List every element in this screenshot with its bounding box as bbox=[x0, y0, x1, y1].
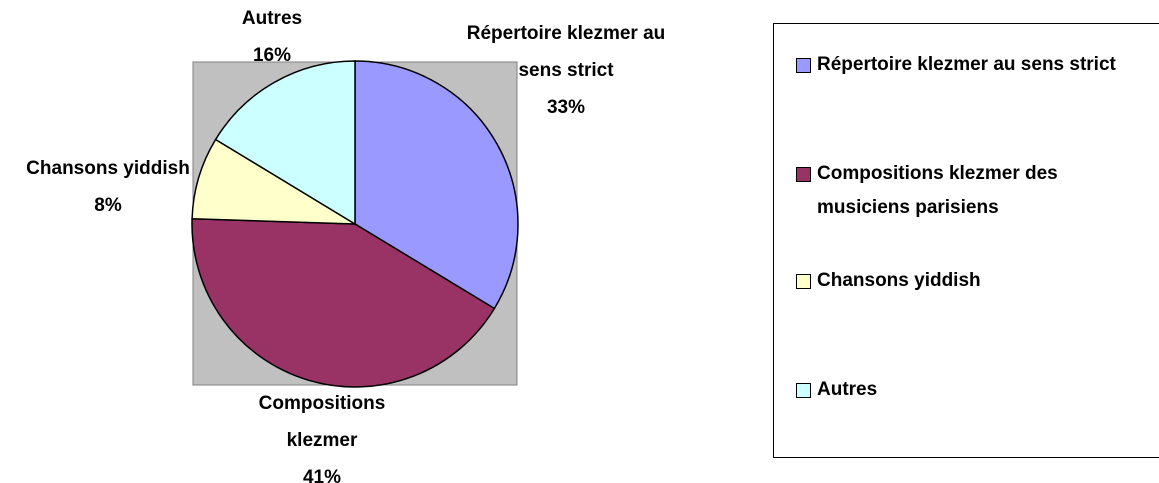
legend-label: Répertoire klezmer au sens strict bbox=[817, 54, 1116, 75]
data-label-name: Chansons yiddish bbox=[26, 158, 190, 179]
data-label-name: Compositions klezmer bbox=[258, 393, 386, 451]
legend-swatch bbox=[796, 58, 811, 73]
data-label-name: Répertoire klezmer au sens strict bbox=[466, 23, 666, 81]
data-label: Chansons yiddish 8% bbox=[0, 150, 216, 224]
data-label: Répertoire klezmer au sens strict 33% bbox=[466, 15, 666, 126]
pie-slice bbox=[354, 60, 519, 310]
data-label-value: 41% bbox=[302, 467, 342, 483]
data-label-name: Autres bbox=[241, 8, 303, 29]
pie-slice bbox=[214, 60, 356, 226]
legend-entry: Chansons yiddish bbox=[796, 264, 1146, 298]
legend: Répertoire klezmer au sens strict Composi… bbox=[773, 23, 1159, 458]
legend-swatch bbox=[796, 274, 811, 289]
legend-label: Chansons yiddish bbox=[817, 270, 981, 291]
legend-entry: Répertoire klezmer au sens strict bbox=[796, 48, 1146, 82]
data-label-value: 16% bbox=[252, 45, 292, 66]
legend-swatch bbox=[796, 383, 811, 398]
data-label-value: 33% bbox=[546, 97, 586, 118]
data-label-value: 8% bbox=[94, 195, 122, 216]
legend-entry: Compositions klezmer des musiciens paris… bbox=[796, 157, 1146, 225]
legend-label: Compositions klezmer des musiciens paris… bbox=[817, 163, 1058, 218]
data-label: Compositions klezmer 41% bbox=[222, 385, 422, 483]
legend-entry: Autres bbox=[796, 373, 1146, 407]
pie-slice bbox=[191, 218, 496, 388]
legend-label: Autres bbox=[817, 379, 878, 400]
legend-swatch bbox=[796, 167, 811, 182]
data-label: Autres 16% bbox=[212, 0, 332, 74]
